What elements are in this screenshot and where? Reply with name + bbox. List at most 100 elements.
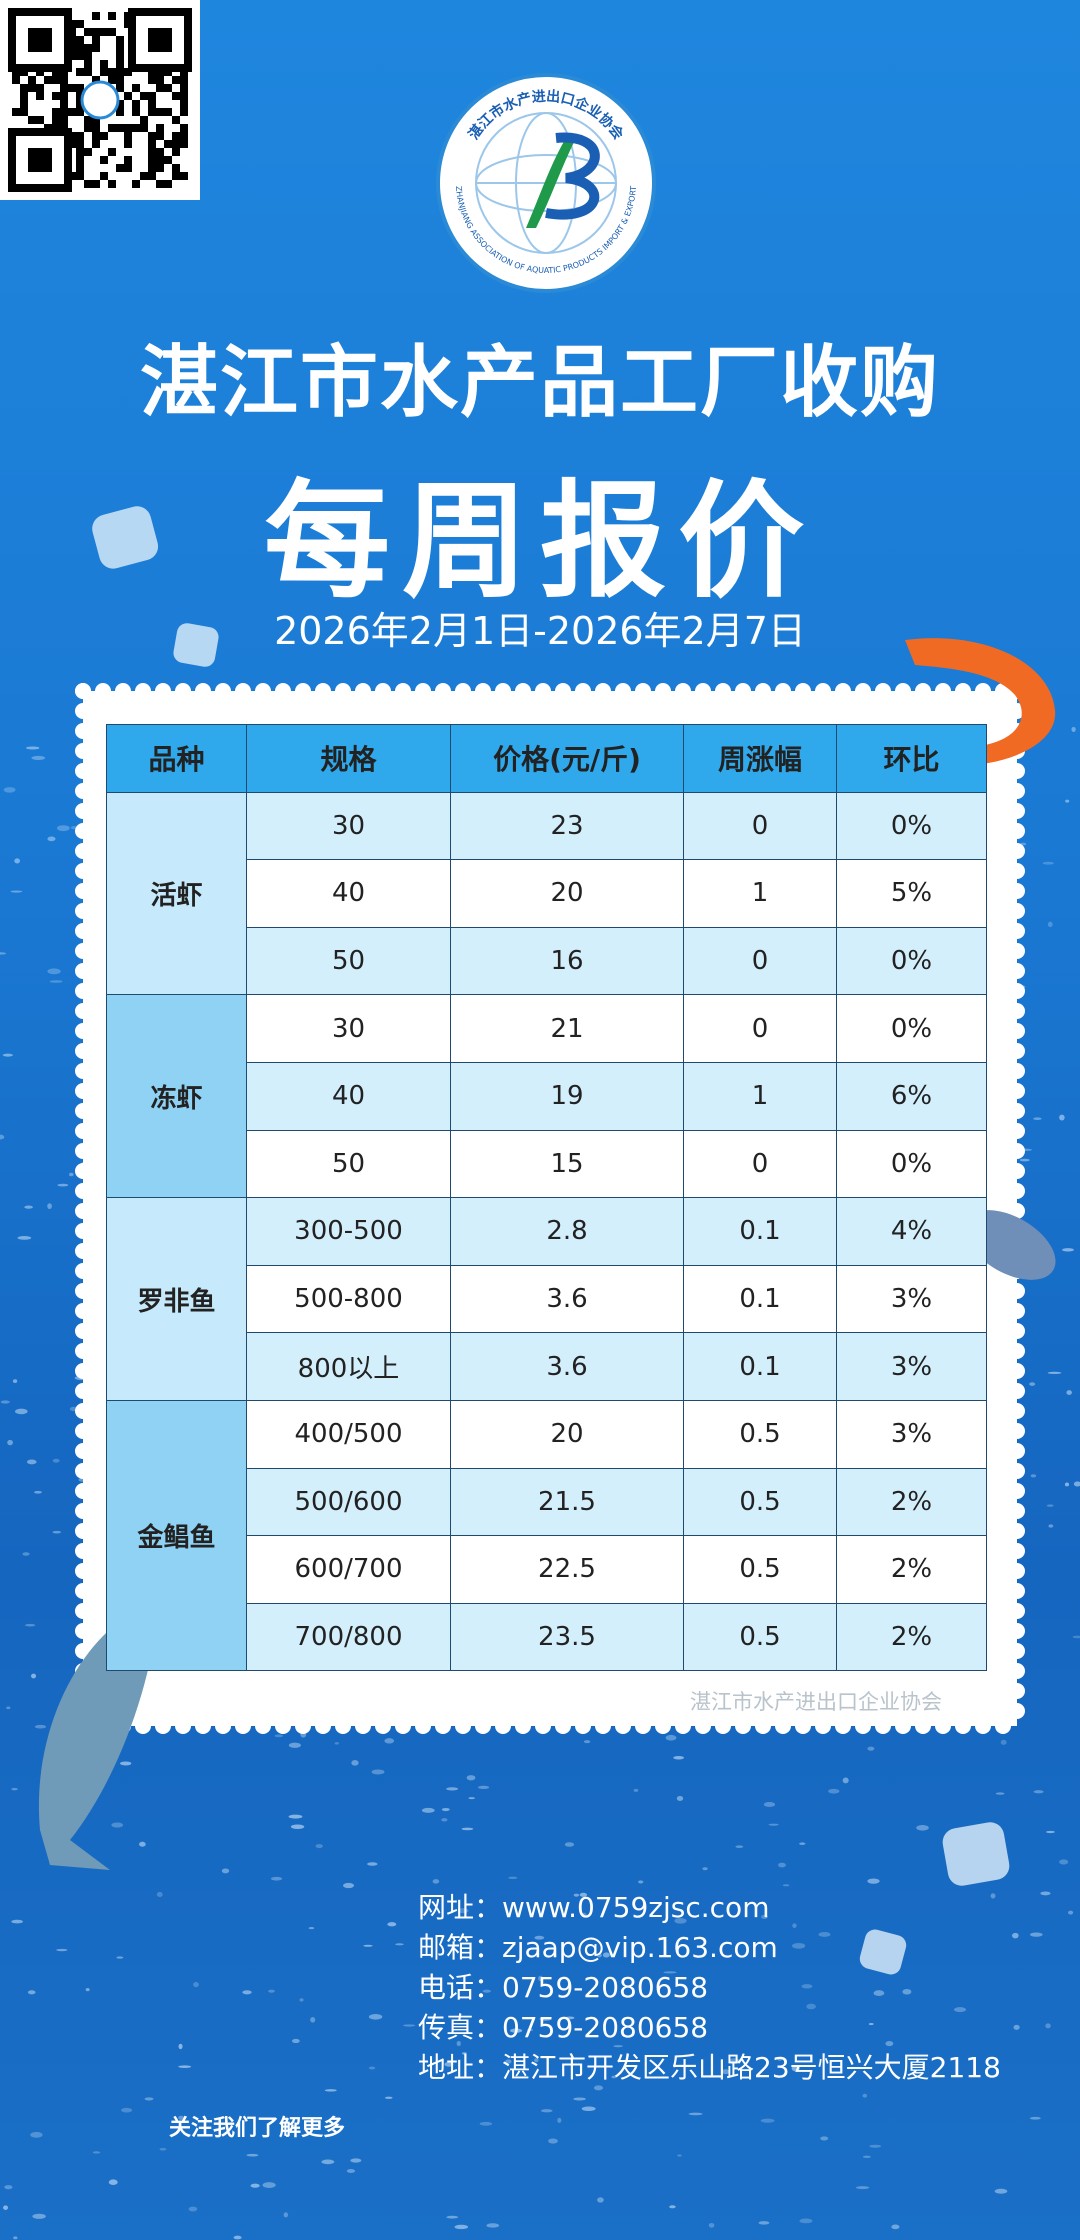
speckle: [403, 2024, 416, 2027]
table-cell: 0.5: [683, 1535, 837, 1604]
table-cell: 0.5: [683, 1467, 837, 1537]
qr-cell: [100, 60, 108, 68]
speckle: [868, 2022, 874, 2026]
speckle: [1048, 1524, 1054, 1528]
ice-cubes: [92, 506, 1010, 1975]
qr-cell: [116, 100, 124, 108]
table-cell: 3.6: [450, 1264, 684, 1334]
speckle: [1065, 799, 1070, 803]
stamp-edge: [75, 1583, 91, 1599]
speckle: [855, 2186, 870, 2190]
stamp-edge: [1009, 1283, 1025, 1299]
speckle: [902, 1988, 912, 1995]
speckle: [1012, 1932, 1019, 1939]
stamp-edge: [75, 1303, 91, 1319]
table-cell: 19: [450, 1061, 684, 1131]
stamp-edge: [75, 1603, 91, 1619]
qr-cell: [52, 92, 60, 100]
qr-cell: [92, 124, 100, 132]
qr-cell: [148, 108, 156, 116]
logo: 湛江市水产进出口企业协会 ZHANJIANG ASSOCIATION OF AQ…: [436, 73, 656, 293]
contact-value: zjaap@vip.163.com: [502, 1931, 778, 1964]
qr-cell: [76, 108, 84, 116]
qr-cell: [100, 68, 108, 76]
speckle: [1047, 1371, 1062, 1374]
qr-cell: [180, 84, 188, 92]
table-cell: 2%: [836, 1535, 987, 1604]
speckle: [7, 1439, 13, 1446]
contact-row: 邮箱：zjaap@vip.163.com: [418, 1928, 1001, 1968]
qr-cell: [116, 36, 124, 44]
speckle: [581, 2106, 596, 2112]
table-cell: 23.5: [450, 1602, 684, 1672]
table-cell: 0.5: [683, 1602, 837, 1672]
table-cell: 2.8: [450, 1197, 684, 1266]
qr-cell: [172, 116, 180, 124]
qr-cell: [68, 84, 76, 92]
speckle: [49, 980, 63, 983]
stamp-edge: [1009, 883, 1025, 899]
speckle: [111, 1822, 124, 1828]
table-cell: 0%: [836, 791, 987, 861]
stamp-edge: [1009, 1543, 1025, 1559]
qr-cell: [60, 116, 68, 124]
speckle: [792, 1942, 806, 1949]
stamp-edge: [1009, 1383, 1025, 1399]
qr-cell: [180, 100, 188, 108]
speckle: [310, 2017, 316, 2023]
stamp-edge: [915, 683, 931, 699]
stamp-edge: [1009, 923, 1025, 939]
speckle: [421, 1807, 435, 1813]
speckle: [32, 2213, 46, 2219]
speckle: [456, 2040, 461, 2047]
stamp-edge: [215, 1718, 231, 1734]
speckle: [758, 2221, 770, 2225]
table-cell: 4%: [836, 1197, 987, 1266]
stamp-edge: [235, 683, 251, 699]
speckle: [782, 1884, 790, 1887]
stamp-edge: [655, 1718, 671, 1734]
stamp-edge: [1009, 963, 1025, 979]
speckle: [466, 1775, 476, 1781]
stamp-edge: [395, 683, 411, 699]
qr-cell: [84, 148, 92, 156]
speckle: [1030, 1474, 1037, 1478]
title: 湛江市水产品工厂收购: [139, 338, 940, 428]
speckle: [441, 1807, 450, 1812]
qr-cell: [108, 124, 116, 132]
stamp-edge: [435, 683, 451, 699]
speckle: [30, 1673, 37, 1679]
speckle: [1072, 1635, 1080, 1639]
stamp-edge: [75, 1043, 91, 1059]
speckle: [0, 1400, 10, 1404]
stamp-edge: [75, 723, 91, 739]
qr-cell: [164, 140, 172, 148]
speckle: [120, 1761, 132, 1766]
speckle: [468, 1797, 475, 1800]
stamp-edge: [1009, 1563, 1025, 1579]
qr-cell: [76, 132, 84, 140]
stamp-edge: [535, 683, 551, 699]
speckle: [885, 2040, 894, 2047]
speckle: [479, 2121, 493, 2126]
qr-cell: [36, 92, 44, 100]
stamp-edge: [1009, 1043, 1025, 1059]
speckle: [12, 1379, 18, 1383]
stamp-edge: [1009, 1143, 1025, 1159]
stamp-edge: [1009, 1603, 1025, 1619]
speckle: [862, 2155, 871, 2158]
stamp-edge: [75, 883, 91, 899]
speckle: [583, 1740, 591, 1744]
stamp-edge: [75, 803, 91, 819]
speckle: [47, 1203, 52, 1210]
speckle: [867, 1878, 880, 1884]
qr-cell: [76, 84, 84, 92]
stamp-edge: [75, 1283, 91, 1299]
qr-cell: [140, 116, 148, 124]
stamp-edge: [75, 1543, 91, 1559]
qr-cell: [108, 76, 116, 84]
qr-cell: [92, 116, 100, 124]
stamp-edge: [315, 683, 331, 699]
qr-cell: [116, 124, 124, 132]
speckle: [188, 2206, 198, 2212]
